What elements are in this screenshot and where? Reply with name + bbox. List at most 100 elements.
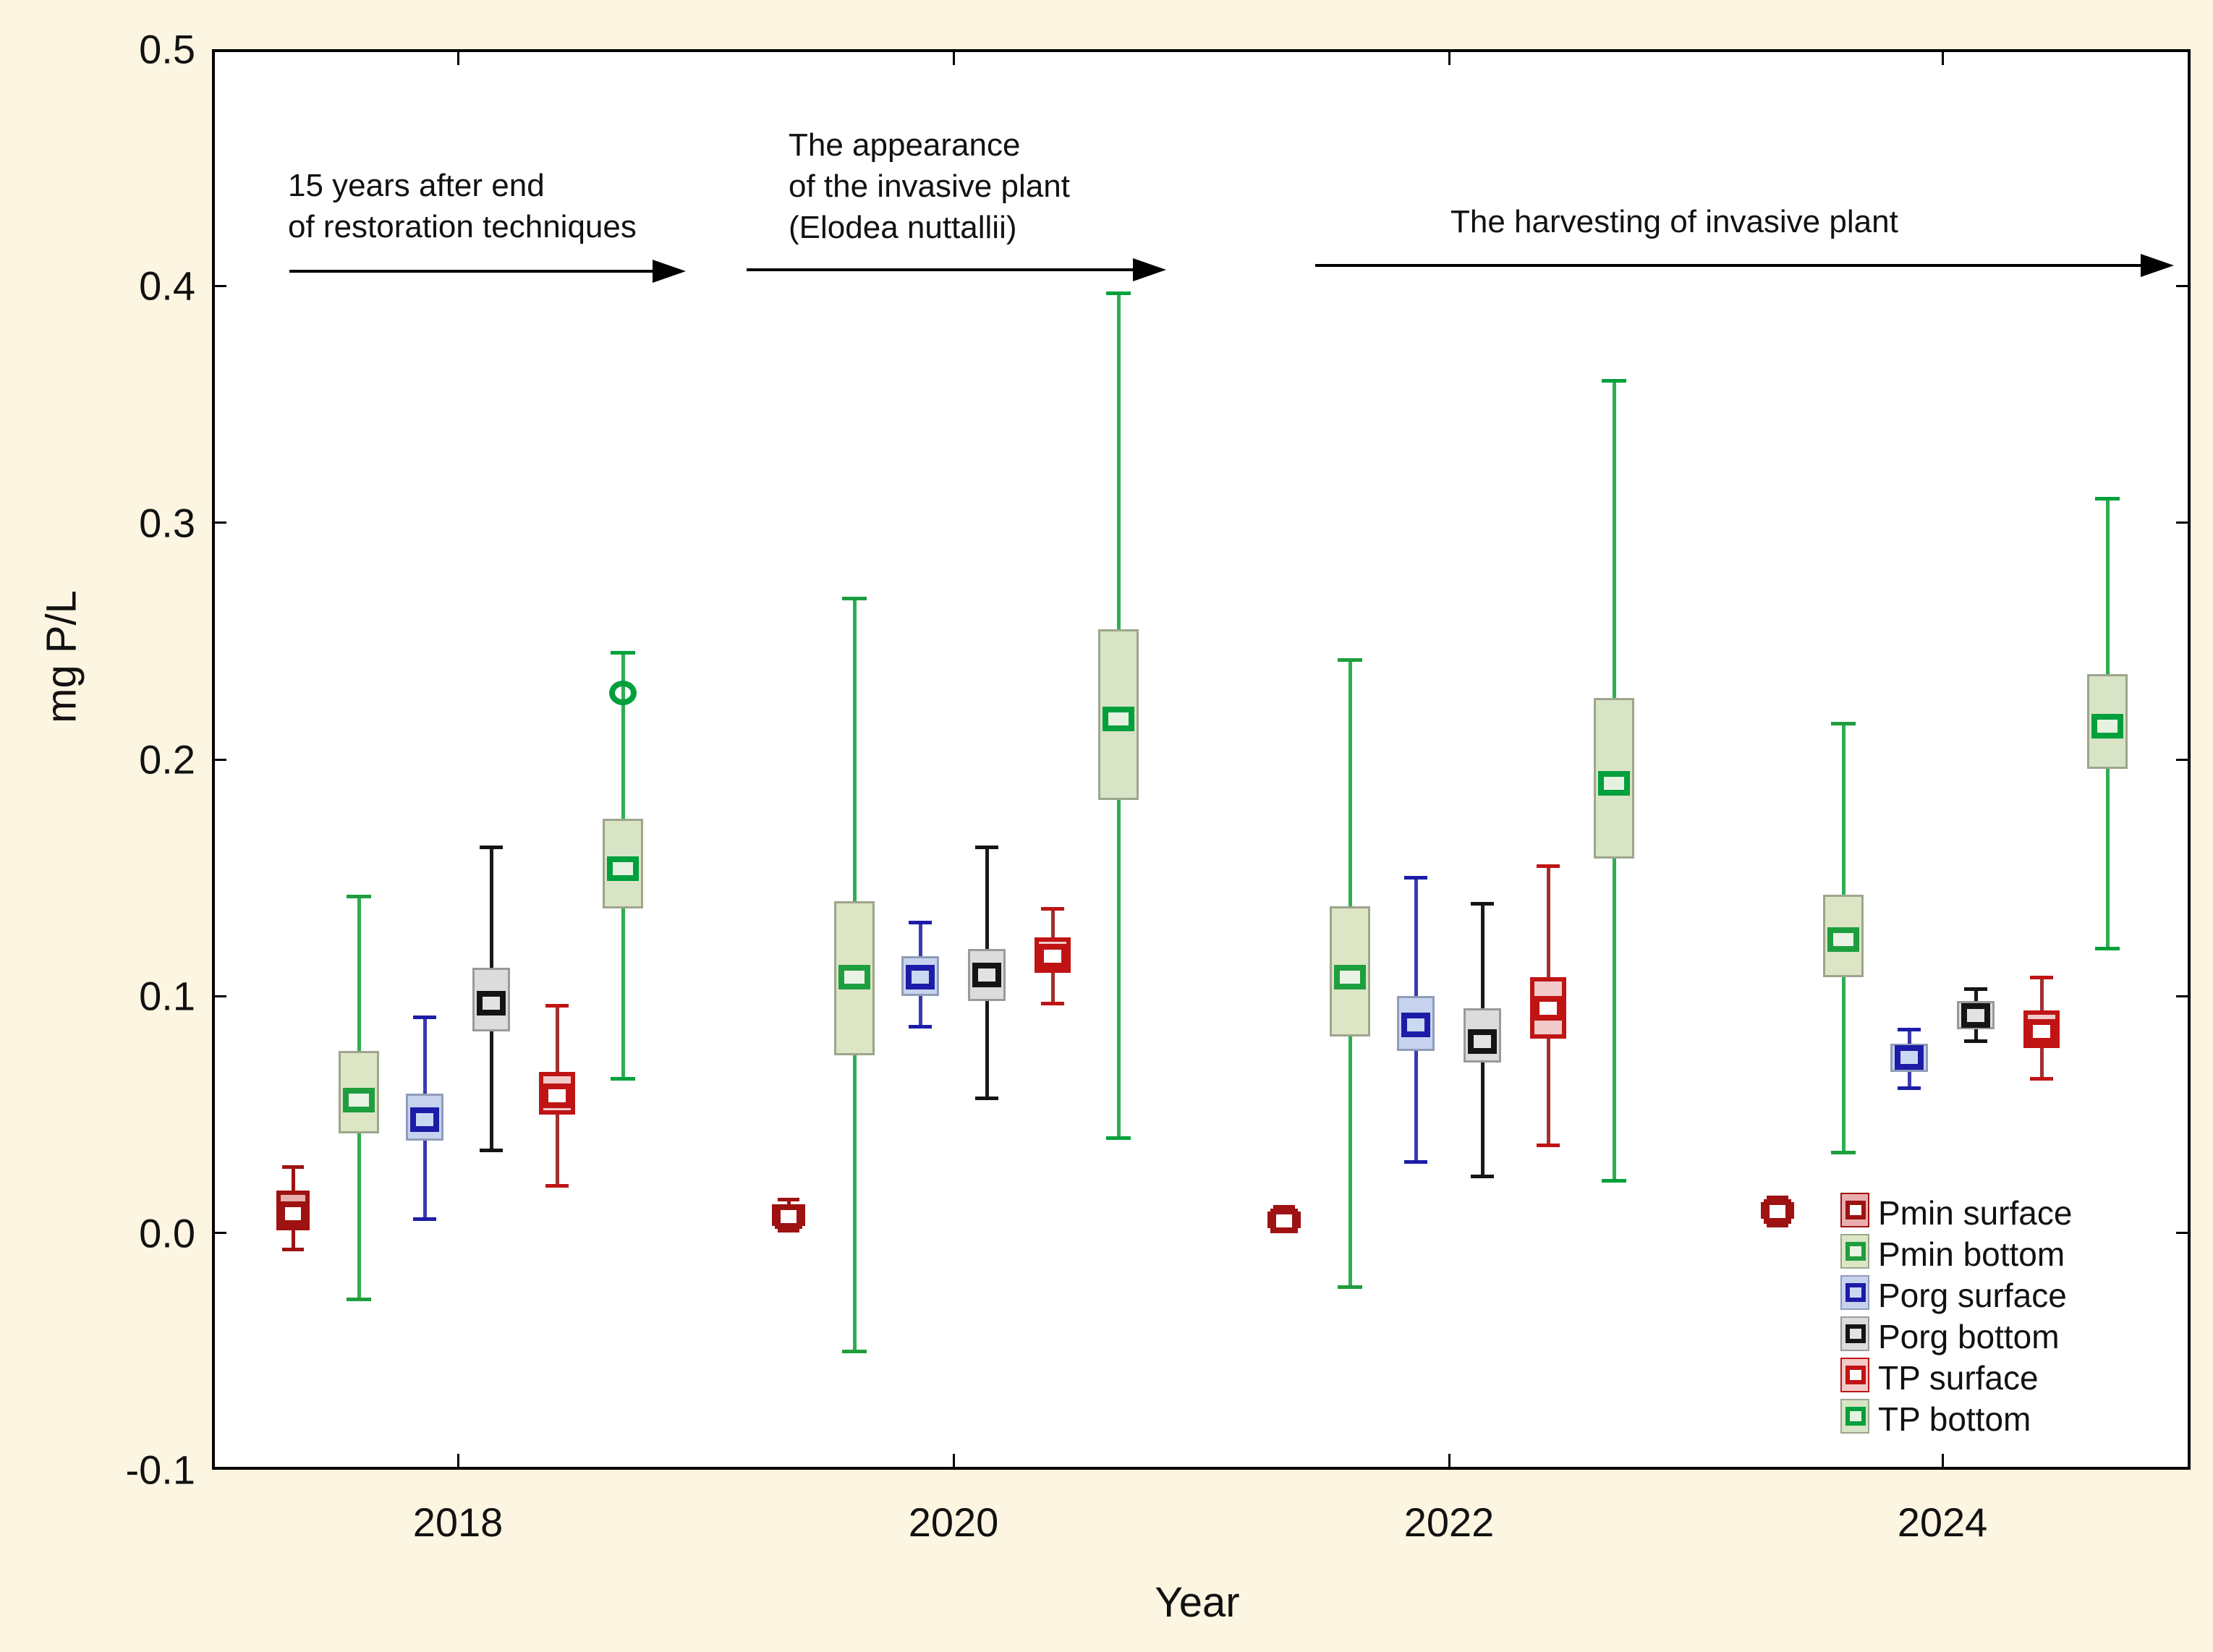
- x-axis-tick: [952, 1454, 955, 1470]
- whisker-cap-tp-bottom-2018: [611, 651, 635, 655]
- y-axis-title: mg P/L: [38, 590, 85, 723]
- mean-marker-pmin-surface-2022: [1270, 1209, 1298, 1234]
- mean-marker-tp-bottom-2022: [1598, 770, 1630, 796]
- whisker-cap-pmin-bottom-2022: [1338, 1285, 1362, 1290]
- legend-item-pmin-bottom: Pmin bottom: [1840, 1230, 2213, 1273]
- legend-item-porg-surface: Porg surface: [1840, 1272, 2213, 1314]
- mean-marker-pmin-bottom-2018: [343, 1088, 375, 1113]
- whisker-cap-porg-bottom-2024: [1964, 1039, 1987, 1044]
- mean-marker-porg-surface-2020: [906, 965, 935, 990]
- mean-marker-pmin-surface-2018: [279, 1201, 307, 1227]
- y-axis-tick-right: [2176, 995, 2191, 997]
- whisker-cap-pmin-bottom-2020: [842, 1349, 867, 1353]
- whisker-cap-tp-surface-2024: [2030, 975, 2053, 979]
- legend-item-tp-bottom: TP bottom: [1840, 1395, 2213, 1438]
- mean-marker-porg-bottom-2022: [1468, 1029, 1497, 1054]
- legend-marker: [1845, 1366, 1866, 1384]
- whisker-cap-porg-bottom-2020: [975, 845, 998, 849]
- y-axis-tick-label: 0.5: [139, 26, 195, 72]
- legend-label: Pmin bottom: [1878, 1235, 2065, 1273]
- whisker-cap-porg-bottom-2018: [480, 1148, 503, 1152]
- whisker-cap-pmin-bottom-2024: [1831, 722, 1856, 726]
- y-axis-tick-label: -0.1: [125, 1447, 196, 1493]
- whisker-cap-tp-bottom-2024: [2095, 497, 2120, 501]
- x-axis-tick-label: 2020: [908, 1499, 999, 1545]
- x-axis-tick: [456, 1454, 459, 1470]
- mean-marker-pmin-bottom-2024: [1827, 927, 1859, 952]
- legend-label: Porg surface: [1878, 1277, 2067, 1314]
- mean-marker-tp-bottom-2020: [1103, 707, 1134, 732]
- x-axis-tick: [1448, 1454, 1450, 1470]
- annotation-arrow-1: [289, 270, 657, 273]
- whisker-cap-pmin-surface-2022: [1273, 1205, 1295, 1209]
- legend-marker: [1845, 1324, 1866, 1343]
- whisker-cap-porg-bottom-2022: [1471, 902, 1494, 906]
- mean-marker-tp-bottom-2018: [607, 856, 639, 881]
- mean-marker-pmin-surface-2020: [775, 1204, 802, 1229]
- mean-marker-porg-bottom-2018: [477, 991, 506, 1016]
- mean-marker-tp-surface-2024: [2027, 1019, 2056, 1044]
- x-axis-tick-top: [456, 49, 459, 65]
- whisker-cap-porg-surface-2020: [909, 921, 932, 925]
- legend-item-tp-surface: TP surface: [1840, 1354, 2213, 1397]
- x-axis-tick: [1941, 1454, 1944, 1470]
- whisker-cap-pmin-surface-2018: [282, 1248, 304, 1252]
- whisker-cap-porg-bottom-2022: [1471, 1174, 1494, 1178]
- whisker-cap-porg-surface-2018: [413, 1016, 436, 1020]
- annotation-text-3: The harvesting of invasive plant: [1450, 204, 1898, 239]
- annotation-arrowhead-1: [653, 260, 686, 283]
- whisker-cap-tp-surface-2018: [545, 1003, 569, 1008]
- whisker-cap-tp-bottom-2022: [1602, 1179, 1626, 1183]
- whisker-cap-tp-bottom-2024: [2095, 947, 2120, 951]
- y-axis-tick-label: 0.1: [139, 973, 195, 1019]
- legend-item-porg-bottom: Porg bottom: [1840, 1313, 2213, 1355]
- annotation-text-2: The appearance of the invasive plant (El…: [789, 127, 1070, 245]
- y-axis-tick: [212, 284, 226, 287]
- x-axis-title: Year: [1155, 1579, 1240, 1626]
- mean-marker-pmin-bottom-2022: [1334, 965, 1366, 990]
- mean-marker-porg-bottom-2024: [1961, 1002, 1990, 1028]
- y-axis-tick-right: [2176, 758, 2191, 761]
- mean-marker-pmin-surface-2024: [1764, 1199, 1791, 1225]
- whisker-cap-pmin-surface-2020: [778, 1198, 799, 1202]
- x-axis-tick-label: 2022: [1403, 1499, 1495, 1545]
- whisker-cap-pmin-bottom-2022: [1338, 658, 1362, 663]
- mean-marker-tp-bottom-2024: [2091, 714, 2123, 739]
- mean-marker-tp-surface-2022: [1534, 995, 1563, 1021]
- whisker-cap-tp-surface-2020: [1041, 906, 1064, 911]
- whisker-cap-tp-bottom-2020: [1106, 1136, 1131, 1141]
- whisker-cap-tp-bottom-2020: [1106, 291, 1131, 295]
- whisker-cap-tp-surface-2022: [1537, 864, 1560, 868]
- legend-label: Pmin surface: [1878, 1194, 2073, 1232]
- y-axis-tick: [212, 758, 226, 761]
- annotation-arrowhead-3: [2141, 254, 2174, 277]
- legend-label: TP bottom: [1878, 1400, 2031, 1438]
- mean-marker-pmin-bottom-2020: [838, 965, 870, 990]
- whisker-cap-pmin-bottom-2024: [1831, 1150, 1856, 1154]
- mean-marker-porg-surface-2022: [1401, 1012, 1430, 1037]
- x-axis-tick-label: 2018: [412, 1499, 504, 1545]
- legend-label: TP surface: [1878, 1359, 2039, 1397]
- whisker-cap-pmin-surface-2018: [282, 1165, 304, 1169]
- plot-area: [212, 49, 2191, 1470]
- whisker-cap-pmin-surface-2020: [778, 1228, 799, 1232]
- y-axis-tick-right: [2176, 1232, 2191, 1235]
- y-axis-tick: [212, 1232, 226, 1235]
- x-axis-tick-top: [952, 49, 955, 65]
- whisker-cap-porg-surface-2024: [1898, 1027, 1921, 1031]
- whisker-cap-tp-surface-2020: [1041, 1001, 1064, 1005]
- whisker-cap-tp-bottom-2022: [1602, 378, 1626, 383]
- legend-item-pmin-surface: Pmin surface: [1840, 1189, 2213, 1232]
- annotation-arrow-2: [747, 268, 1137, 271]
- mean-marker-tp-surface-2018: [543, 1083, 572, 1108]
- y-axis-tick-right: [2176, 284, 2191, 287]
- y-axis-tick-label: 0.0: [139, 1210, 195, 1256]
- annotation-text-1: 15 years after end of restoration techni…: [288, 168, 637, 244]
- whisker-cap-tp-surface-2018: [545, 1183, 569, 1188]
- whisker-cap-pmin-bottom-2018: [347, 1297, 371, 1301]
- outlier-circle-tp-bottom: [609, 681, 637, 706]
- whisker-cap-tp-surface-2024: [2030, 1077, 2053, 1081]
- x-axis-tick-label: 2024: [1897, 1499, 1988, 1545]
- y-axis-tick: [212, 521, 226, 524]
